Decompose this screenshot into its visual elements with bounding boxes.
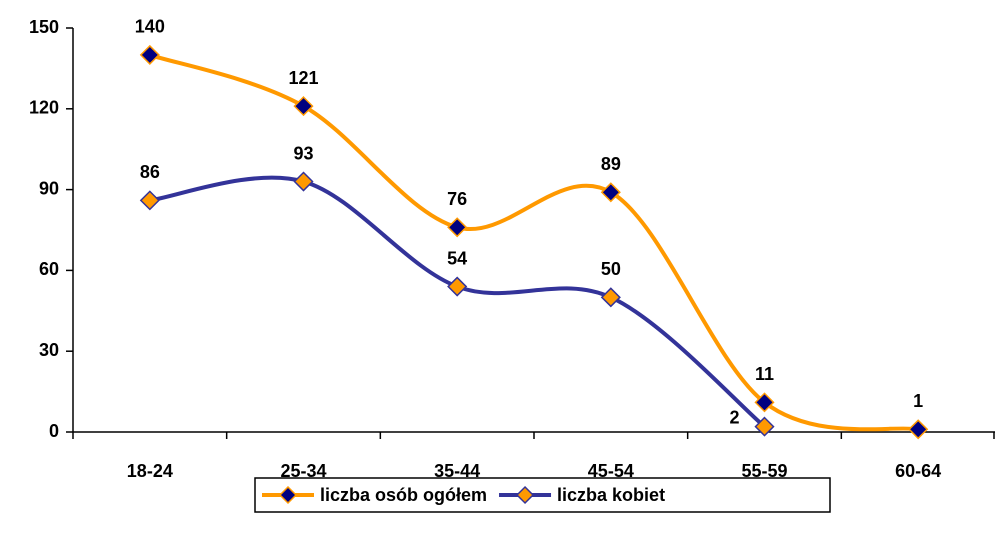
legend-label: liczba kobiet: [557, 485, 665, 505]
marker: [754, 416, 775, 437]
data-label: 86: [140, 162, 160, 182]
data-label: 89: [601, 154, 621, 174]
data-label: 93: [293, 143, 313, 163]
series-line: [149, 53, 919, 432]
data-label: 50: [601, 259, 621, 279]
marker: [447, 276, 468, 297]
x-tick-label: 35-44: [434, 461, 480, 481]
y-tick-label: 0: [49, 421, 59, 441]
data-label: 11: [755, 364, 774, 384]
data-label: 2: [729, 407, 739, 427]
y-tick-label: 30: [39, 340, 59, 360]
y-tick-label: 60: [39, 259, 59, 279]
legend-marker: [278, 485, 298, 505]
data-label: 54: [447, 248, 467, 268]
x-tick-label: 55-59: [741, 461, 787, 481]
x-tick-label: 18-24: [127, 461, 173, 481]
marker: [139, 44, 160, 65]
marker: [600, 182, 621, 203]
marker: [293, 171, 314, 192]
y-tick-label: 150: [29, 17, 59, 37]
y-tick-label: 90: [39, 178, 59, 198]
marker: [293, 96, 314, 117]
marker: [754, 392, 775, 413]
marker: [600, 287, 621, 308]
marker: [908, 419, 929, 440]
data-label: 121: [288, 68, 318, 88]
data-label: 76: [447, 189, 467, 209]
legend: liczba osób ogółem liczba kobiet: [254, 477, 831, 513]
legend-marker: [515, 485, 535, 505]
y-tick-label: 120: [29, 98, 59, 118]
x-tick-label: 45-54: [588, 461, 634, 481]
data-label: 1: [913, 391, 923, 411]
marker: [447, 217, 468, 238]
x-tick-label: 25-34: [280, 461, 326, 481]
series-line: [149, 175, 766, 429]
legend-label: liczba osób ogółem: [320, 485, 487, 505]
marker: [139, 190, 160, 211]
data-label: 140: [135, 17, 165, 37]
x-tick-label: 60-64: [895, 461, 941, 481]
